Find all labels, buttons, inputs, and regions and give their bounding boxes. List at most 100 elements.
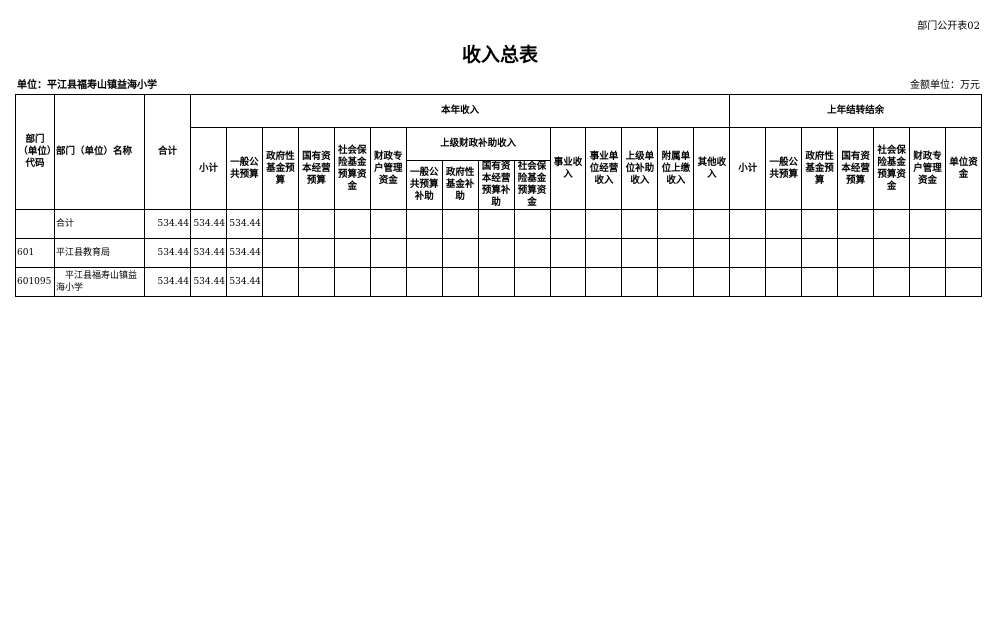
cell-empty — [873, 209, 911, 239]
header-affiliated: 附属单位上缴收入 — [657, 127, 695, 210]
income-summary-table: 部门（单位）代码 部门（单位）名称 合计 本年收入 上年结转结余 小计 一般公共… — [15, 94, 982, 297]
cell-empty — [657, 267, 695, 297]
cell-subtotal: 534.44 — [190, 238, 227, 268]
cell-empty — [297, 238, 335, 268]
cell-empty — [765, 209, 803, 239]
cell-empty — [693, 209, 731, 239]
header-ly-social: 社会保险基金预算资金 — [873, 127, 911, 210]
cell-empty — [297, 267, 335, 297]
cell-empty — [549, 267, 587, 297]
cell-name: 平江县教育局 — [54, 238, 145, 268]
cell-empty — [909, 209, 947, 239]
cell-code: 601095 — [15, 267, 55, 297]
cell-empty — [333, 267, 371, 297]
cell-empty — [477, 267, 515, 297]
header-ly-general: 一般公共预算 — [765, 127, 803, 210]
cell-empty — [729, 267, 767, 297]
cell-empty — [909, 238, 947, 268]
cell-empty — [405, 209, 443, 239]
unit-label: 单位：平江县福寿山镇益海小学 — [17, 80, 157, 91]
cell-empty — [945, 238, 982, 268]
cell-empty — [765, 267, 803, 297]
header-ly-subtotal: 小计 — [729, 127, 767, 210]
cell-empty — [441, 238, 479, 268]
header-state-capital: 国有资本经营预算 — [297, 127, 335, 210]
cell-empty — [441, 267, 479, 297]
header-ly-fiscal-special: 财政专户管理资金 — [909, 127, 947, 210]
header-social-fund: 社会保险基金预算资金 — [333, 127, 371, 210]
cell-empty — [657, 238, 695, 268]
cell-empty — [837, 209, 875, 239]
header-us-gov-fund: 政府性基金补助 — [441, 160, 479, 210]
header-gov-fund: 政府性基金预算 — [261, 127, 299, 210]
cell-empty — [261, 267, 299, 297]
cell-empty — [729, 209, 767, 239]
cell-empty — [477, 238, 515, 268]
table-row: 合计 534.44 534.44 534.44 — [15, 209, 982, 239]
cell-code — [15, 209, 55, 239]
cell-empty — [585, 238, 623, 268]
cell-empty — [333, 238, 371, 268]
header-general: 一般公共预算 — [225, 127, 263, 210]
cell-total: 534.44 — [144, 267, 191, 297]
cell-empty — [693, 267, 731, 297]
header-last-year: 上年结转结余 — [729, 94, 982, 128]
cell-empty — [585, 209, 623, 239]
cell-empty — [477, 209, 515, 239]
cell-empty — [801, 238, 839, 268]
cell-empty — [513, 267, 551, 297]
header-this-year: 本年收入 — [189, 94, 731, 128]
cell-empty — [873, 238, 911, 268]
header-upper-unit-subsidy: 上级单位补助收入 — [621, 127, 659, 210]
cell-empty — [369, 209, 407, 239]
cell-empty — [621, 267, 659, 297]
header-ly-unit-fund: 单位资金 — [945, 127, 982, 210]
cell-empty — [801, 267, 839, 297]
header-fiscal-special: 财政专户管理资金 — [369, 127, 407, 210]
cell-empty — [945, 209, 982, 239]
cell-general: 534.44 — [225, 238, 263, 268]
cell-empty — [657, 209, 695, 239]
money-unit: 金额单位：万元 — [910, 80, 980, 91]
header-code: 部门（单位）代码 — [15, 94, 55, 210]
cell-empty — [873, 267, 911, 297]
header-name: 部门（单位）名称 — [54, 94, 145, 210]
header-us-social: 社会保险基金预算资金 — [513, 160, 551, 210]
cell-empty — [441, 209, 479, 239]
cell-empty — [549, 209, 587, 239]
cell-empty — [729, 238, 767, 268]
cell-empty — [585, 267, 623, 297]
cell-general: 534.44 — [225, 209, 263, 239]
cell-empty — [261, 238, 299, 268]
table-row: 601095 平江县福寿山镇益海小学 534.44 534.44 534.44 — [15, 267, 982, 297]
cell-code: 601 — [15, 238, 55, 268]
cell-empty — [333, 209, 371, 239]
cell-empty — [297, 209, 335, 239]
cell-empty — [369, 267, 407, 297]
header-business-operation: 事业单位经营收入 — [585, 127, 623, 210]
cell-empty — [621, 238, 659, 268]
cell-subtotal: 534.44 — [190, 267, 227, 297]
cell-name: 合计 — [54, 209, 145, 239]
cell-empty — [765, 238, 803, 268]
cell-empty — [801, 209, 839, 239]
cell-empty — [513, 209, 551, 239]
cell-empty — [945, 267, 982, 297]
cell-empty — [513, 238, 551, 268]
header-us-general: 一般公共预算补助 — [405, 160, 443, 210]
cell-empty — [405, 267, 443, 297]
header-other: 其他收入 — [693, 127, 731, 210]
cell-total: 534.44 — [144, 209, 191, 239]
cell-empty — [369, 238, 407, 268]
cell-total: 534.44 — [144, 238, 191, 268]
header-us-state-capital: 国有资本经营预算补助 — [477, 160, 515, 210]
cell-empty — [693, 238, 731, 268]
cell-empty — [909, 267, 947, 297]
header-subtotal: 小计 — [190, 127, 227, 210]
cell-name: 平江县福寿山镇益海小学 — [54, 267, 145, 297]
page-title: 收入总表 — [461, 44, 538, 66]
cell-empty — [621, 209, 659, 239]
header-business: 事业收入 — [549, 127, 587, 210]
cell-empty — [837, 267, 875, 297]
form-code: 部门公开表02 — [917, 21, 980, 32]
